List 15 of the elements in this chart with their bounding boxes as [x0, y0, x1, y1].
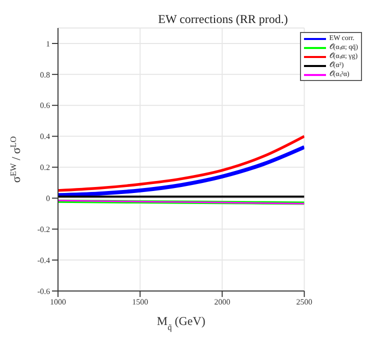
x-axis-title: M$_{q̃}$ (GeV) [156, 314, 206, 332]
x-tick-label: 2000 [214, 298, 230, 307]
y-tick-label: 0.8 [40, 70, 50, 80]
x-tick-label: 1000 [50, 298, 66, 307]
chart-title: EW corrections (RR prod.) [158, 12, 288, 26]
y-tick-label: 0.2 [40, 163, 50, 172]
y-tick-label: -0.6 [37, 286, 50, 296]
x-tick-label: 1500 [132, 298, 148, 307]
y-tick-label: 0.4 [40, 132, 50, 142]
y-tick-label: 0.6 [40, 101, 50, 110]
y-tick-label: 0 [46, 194, 50, 204]
x-tick-label: 2500 [296, 298, 312, 307]
y-tick-label: -0.4 [37, 256, 50, 265]
y-tick-label: -0.2 [37, 224, 50, 234]
y-tick-label: 1 [46, 39, 50, 48]
